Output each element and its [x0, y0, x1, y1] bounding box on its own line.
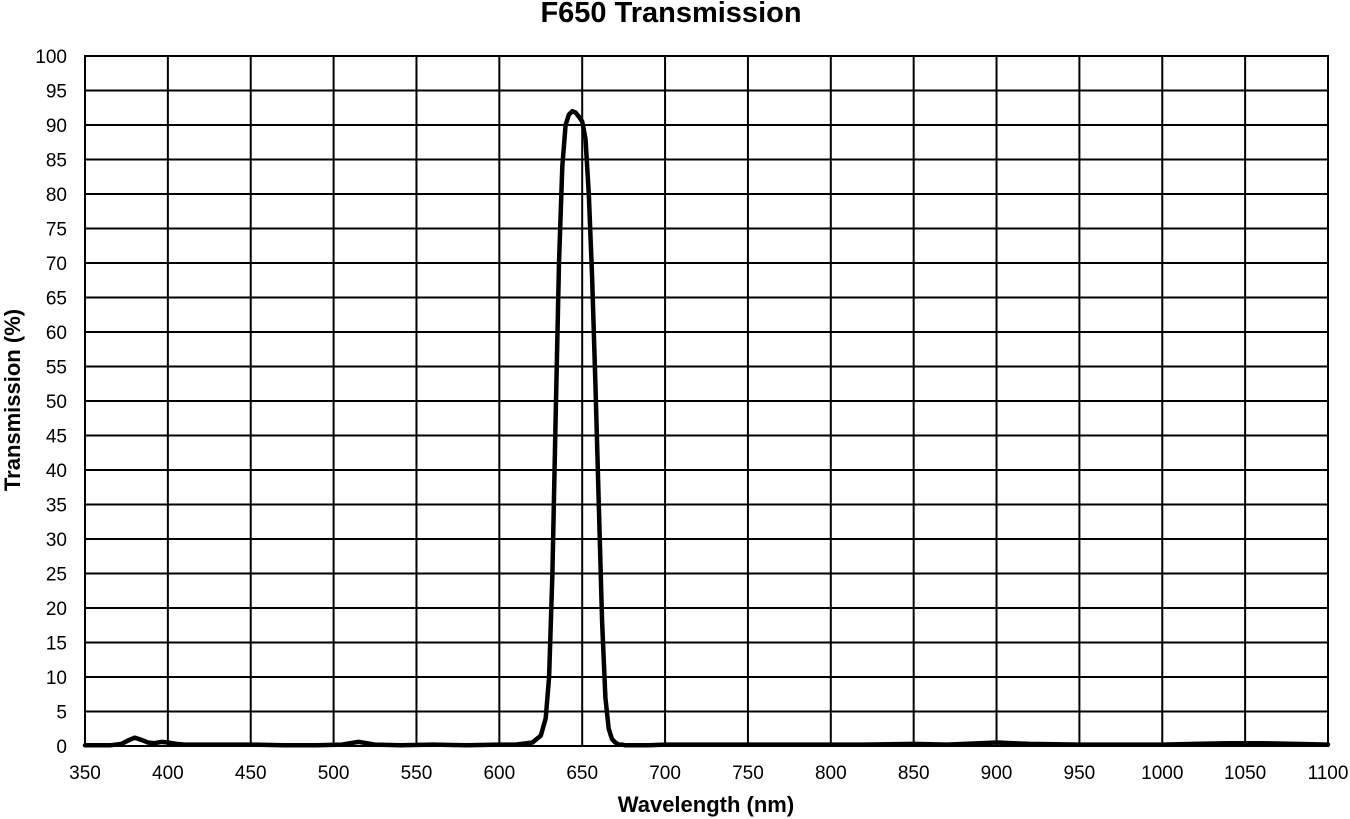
x-tick-label: 800 [815, 763, 847, 784]
x-tick-label: 550 [401, 763, 433, 784]
x-tick-label: 1000 [1141, 763, 1183, 784]
y-tick-label: 45 [46, 427, 67, 448]
y-tick-label: 80 [46, 185, 67, 206]
y-tick-label: 75 [46, 220, 67, 241]
y-tick-labels: 0 5 10 15 20 25 30 35 40 45 50 55 60 65 70 75 80 85 90 95 10… [35, 47, 67, 758]
y-tick-label: 5 [56, 703, 67, 724]
x-tick-label: 500 [318, 763, 350, 784]
y-tick-label: 30 [46, 530, 67, 551]
plot-frame [84, 55, 1329, 747]
x-tick-label: 400 [152, 763, 184, 784]
x-tick-label: 750 [732, 763, 764, 784]
y-tick-label: 60 [46, 323, 67, 344]
y-tick-label: 35 [46, 496, 67, 517]
y-tick-label: 100 [35, 47, 67, 68]
y-tick-label: 90 [46, 116, 67, 137]
transmission-line [82, 108, 1331, 748]
x-tick-label: 350 [69, 763, 101, 784]
y-tick-label: 40 [46, 461, 67, 482]
y-tick-label: 65 [46, 289, 67, 310]
x-tick-label: 900 [981, 763, 1013, 784]
x-tick-labels: 350 400 450 500 550 600 650 700 750 800 850 900 950 1… [69, 763, 1348, 784]
y-axis-label: Transmission (%) [0, 309, 25, 491]
y-tick-label: 50 [46, 392, 67, 413]
x-tick-label: 650 [566, 763, 598, 784]
x-axis-label: Wavelength (nm) [618, 792, 794, 817]
x-tick-label: 850 [898, 763, 930, 784]
y-tick-label: 20 [46, 599, 67, 620]
y-tick-label: 25 [46, 565, 67, 586]
y-tick-label: 15 [46, 634, 67, 655]
y-tick-label: 85 [46, 151, 67, 172]
y-tick-label: 70 [46, 254, 67, 275]
grid-layer [84, 55, 1329, 747]
y-tick-label: 95 [46, 82, 67, 103]
x-tick-label: 950 [1064, 763, 1096, 784]
x-tick-label: 450 [235, 763, 267, 784]
y-tick-label: 0 [56, 737, 67, 758]
y-tick-label: 10 [46, 668, 67, 689]
x-tick-label: 700 [649, 763, 681, 784]
chart-title: F650 Transmission [540, 0, 801, 29]
x-tick-label: 1100 [1308, 763, 1349, 784]
x-tick-label: 1050 [1224, 763, 1266, 784]
y-tick-label: 55 [46, 358, 67, 379]
x-tick-label: 600 [483, 763, 515, 784]
